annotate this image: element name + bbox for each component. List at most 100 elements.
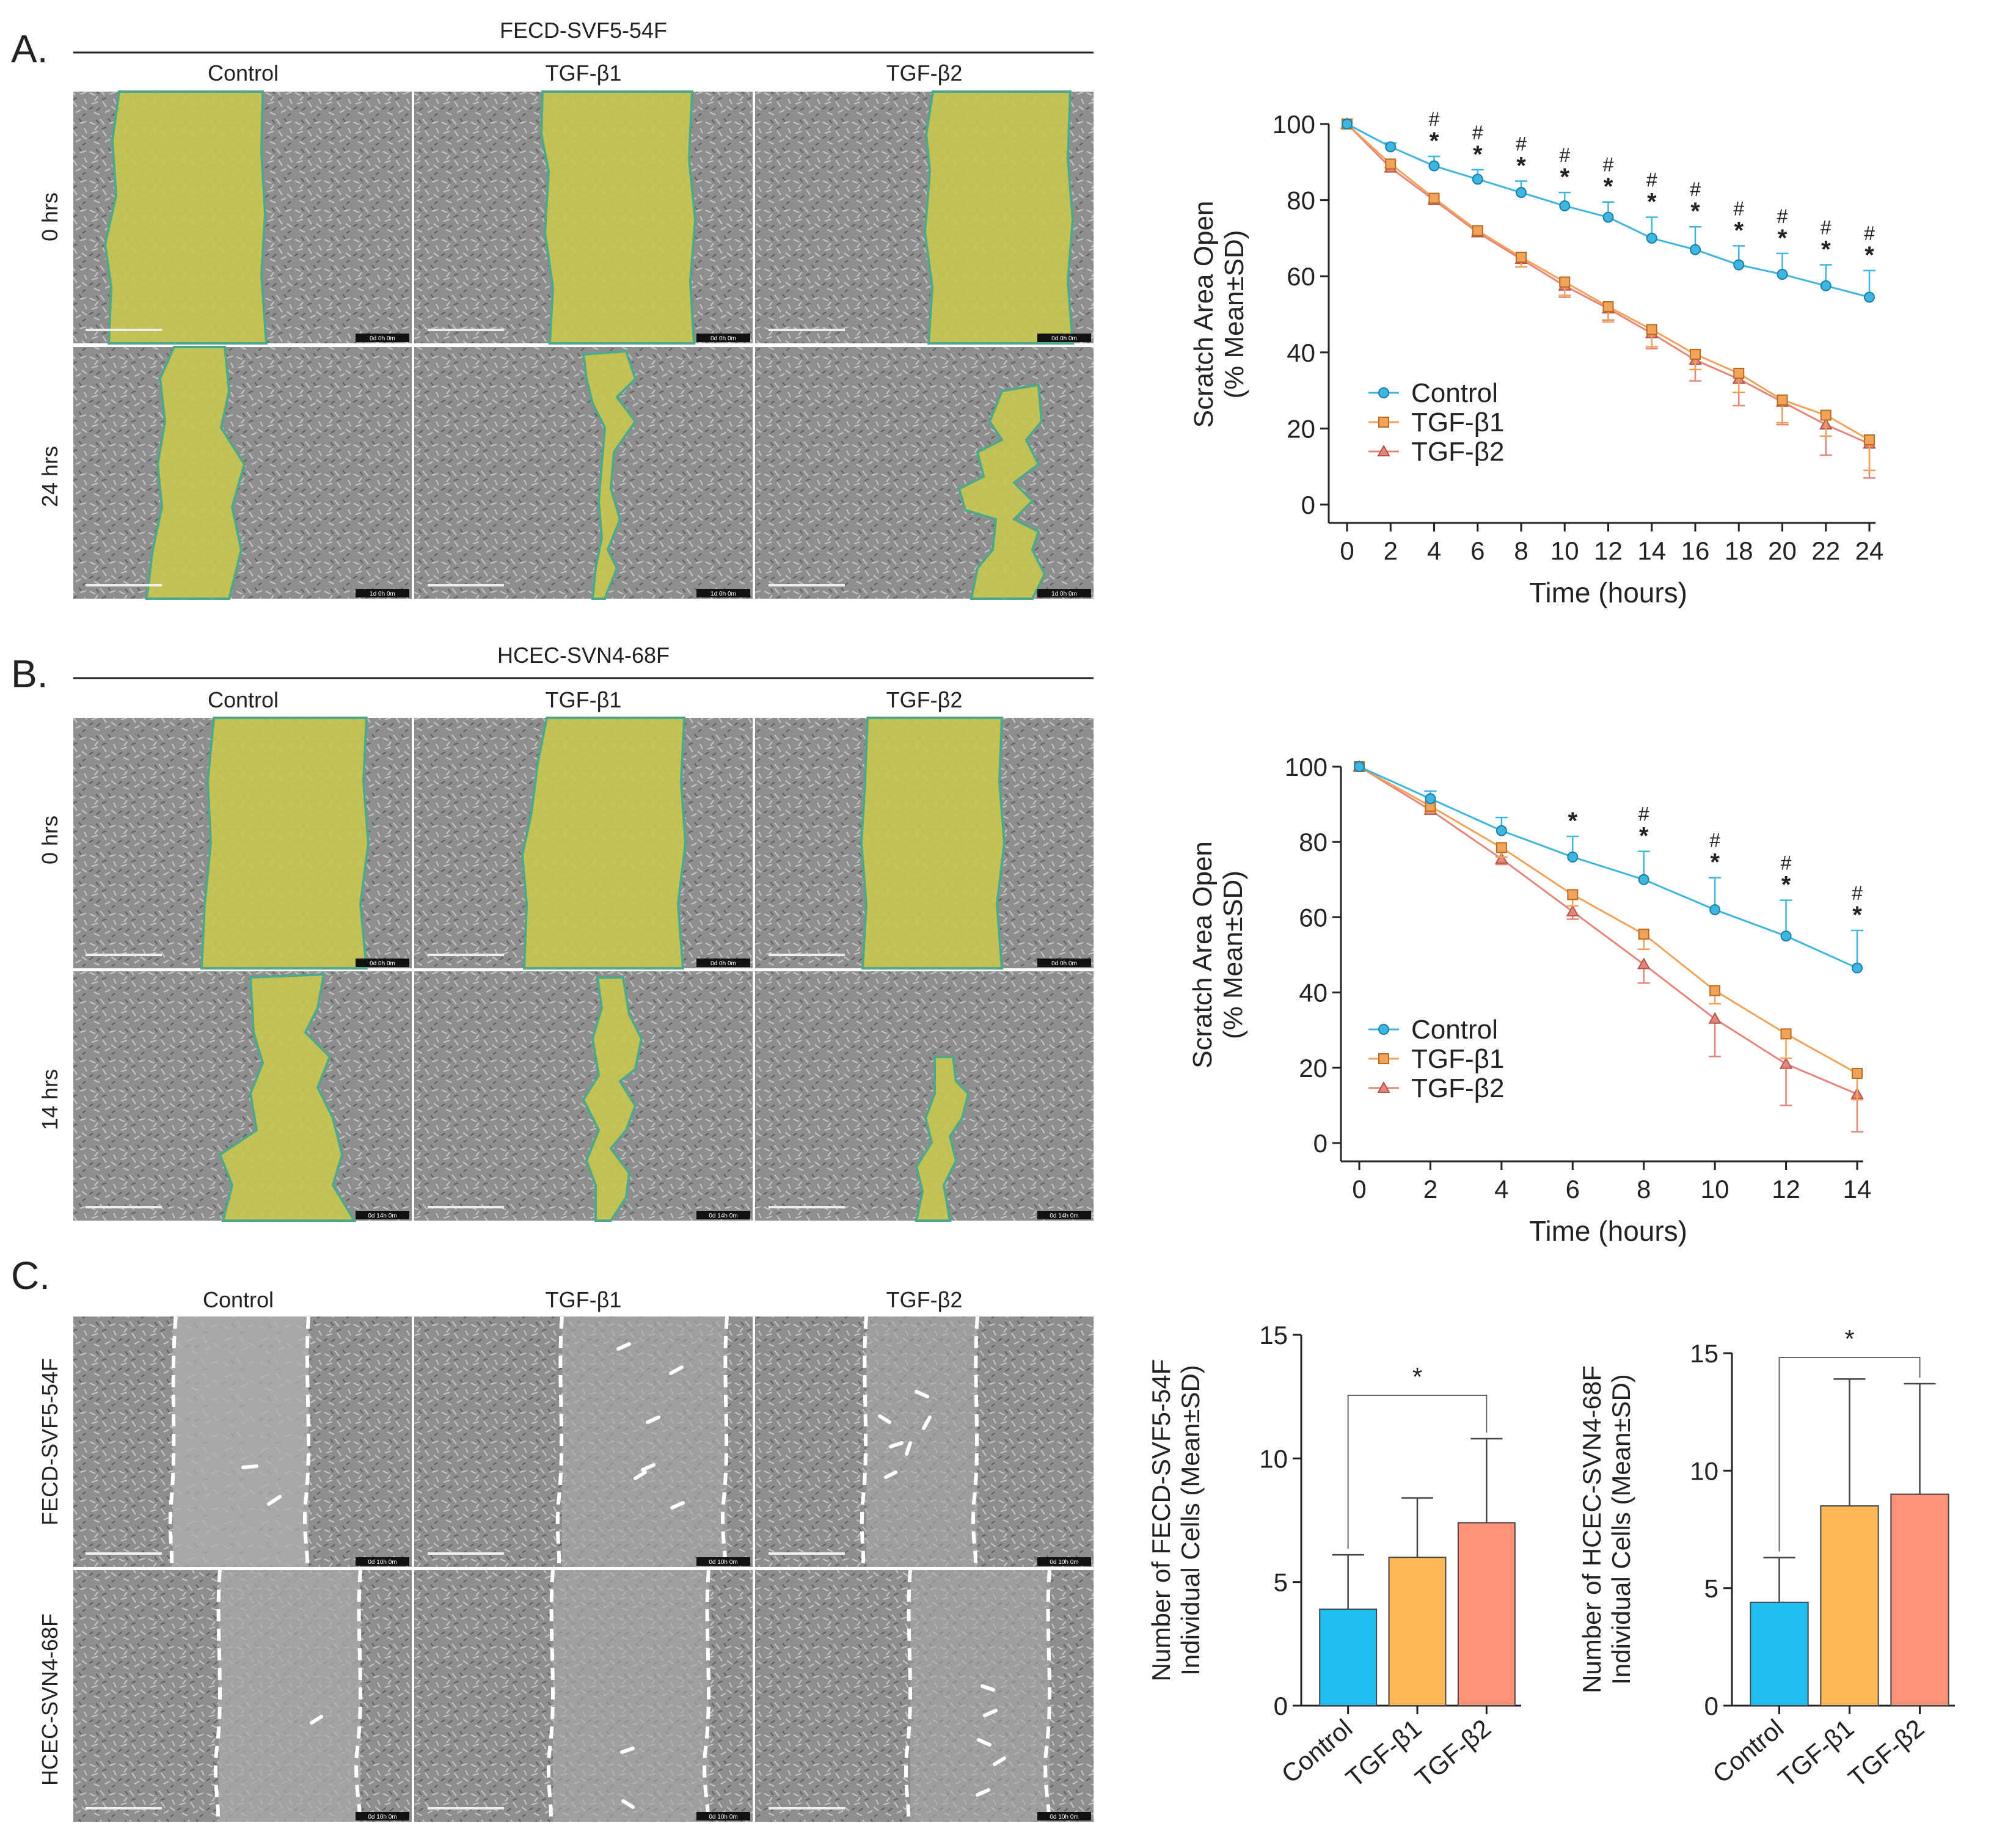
- panel-a-col-control: Control: [208, 60, 279, 86]
- data-point: [1428, 160, 1440, 172]
- series-Control: [1342, 119, 1875, 303]
- timestamp-box: [1037, 1557, 1091, 1566]
- data-point: [1559, 276, 1571, 288]
- gap-boundary-left: [555, 1316, 564, 1568]
- panel-b-col-control: Control: [208, 687, 279, 712]
- panel-b-col-tgfb1: TGF-β1: [546, 687, 622, 712]
- y-tick-label: 0: [1301, 491, 1315, 519]
- timestamp: 0d 0h 0m: [370, 960, 395, 967]
- x-tick-label: 4: [1494, 1175, 1508, 1203]
- gap-region-fill: [562, 1317, 727, 1567]
- panel-b-col-tgfb2: TGF-β2: [886, 687, 963, 712]
- data-point: [1472, 225, 1483, 236]
- significance-star: *: [1430, 128, 1439, 155]
- data-point: [1646, 232, 1657, 244]
- bar-TGF-β1: [1388, 1557, 1447, 1706]
- micrograph-b-tgfb1-0: 0d 0h 0m: [414, 717, 753, 970]
- x-tick-label: 2: [1423, 1175, 1437, 1203]
- bar-TGF-β1: [1820, 1505, 1879, 1707]
- scratch-area: [923, 90, 1075, 345]
- data-point: [1385, 141, 1397, 153]
- legend-label: TGF-β1: [1411, 1044, 1504, 1074]
- panel-b-cell-line: HCEC-SVN4-68F: [497, 643, 670, 668]
- legend-label: TGF-β1: [1411, 407, 1504, 437]
- micrograph-c-hcec-control: 0d 10h 0m: [73, 1569, 412, 1822]
- panel-a-col-tgfb2: TGF-β2: [886, 60, 963, 86]
- gap-boundary-left: [168, 1316, 178, 1568]
- micrograph-a-tgfb2-24: 1d 0h 0m: [755, 347, 1094, 600]
- x-tick-label: 8: [1637, 1175, 1651, 1203]
- data-point: [1708, 1012, 1722, 1024]
- cell-arrows: [241, 1464, 282, 1506]
- y-axis-label-line1: Number of FECD-SVF5-54F: [1147, 1359, 1175, 1681]
- panel-a-col-labels: Control TGF-β1 TGF-β2: [208, 60, 962, 86]
- x-tick-label: 20: [1768, 536, 1797, 565]
- series-line: [1359, 765, 1858, 1095]
- micrograph-c-fecd-control: 0d 10h 0m: [73, 1316, 412, 1568]
- significance-hash: #: [1821, 217, 1832, 239]
- significance-hash: #: [1638, 803, 1649, 825]
- panel-c: C. Control TGF-β1 TGF-β2 FECD-SVF5-54F H…: [11, 1254, 1094, 1822]
- gap-boundary-left: [904, 1569, 912, 1822]
- data-point: [1852, 962, 1863, 974]
- significance-bracket: [1347, 1395, 1488, 1549]
- cell-arrows: [310, 1715, 323, 1725]
- y-tick-label: 10: [1690, 1456, 1718, 1485]
- y-tick-label: 0: [1274, 1692, 1288, 1720]
- legend-marker: [1378, 417, 1389, 428]
- significance-star: *: [1516, 152, 1526, 179]
- x-tick-label: 22: [1811, 536, 1840, 565]
- significance-star: *: [1647, 189, 1657, 216]
- bar-TGF-β2: [1890, 1493, 1949, 1707]
- timestamp-box: [1037, 1211, 1091, 1219]
- data-point: [1496, 842, 1507, 853]
- bar-Control: [1319, 1609, 1378, 1706]
- significance-hash: #: [1603, 154, 1614, 176]
- panel-b-letter: B.: [11, 652, 48, 696]
- panel-a-cell-line: FECD-SVF5-54F: [500, 18, 667, 43]
- x-tick-label: 12: [1594, 536, 1623, 565]
- scratch-area: [957, 383, 1046, 600]
- series-line: [1359, 765, 1858, 969]
- significance-star: *: [1734, 217, 1744, 244]
- significance-hash: #: [1516, 133, 1527, 155]
- data-point: [1864, 434, 1875, 446]
- data-point: [1690, 348, 1701, 360]
- series-TGF-β2: [1353, 759, 1864, 1133]
- x-tick-label: TGF-β2: [1843, 1714, 1930, 1793]
- data-point: [1777, 394, 1788, 406]
- y-axis-label-line1: Scratch Area Open: [1189, 201, 1219, 428]
- x-tick-label: 2: [1384, 536, 1398, 565]
- gap-region-fill: [173, 1317, 309, 1567]
- micrograph-a-tgfb2-0: 0d 0h 0m: [755, 90, 1094, 345]
- panel-c-row-fecd: FECD-SVF5-54F: [37, 1358, 62, 1525]
- timestamp-box: [356, 1211, 409, 1219]
- data-point: [1602, 301, 1614, 313]
- micrograph-a-tgfb1-0: 0d 0h 0m: [414, 90, 753, 345]
- y-tick-label: 20: [1299, 1054, 1328, 1083]
- scratch-area: [582, 976, 643, 1222]
- data-point: [1342, 119, 1353, 130]
- y-tick-label: 15: [1259, 1321, 1288, 1349]
- data-point: [1820, 409, 1832, 421]
- scratch-area: [520, 717, 687, 970]
- data-point: [1602, 211, 1614, 223]
- panel-a: A. FECD-SVF5-54F Control TGF-β1 TGF-β2 0…: [11, 18, 1094, 600]
- bar-Control: [1750, 1601, 1809, 1706]
- timestamp: 0d 10h 0m: [709, 1814, 737, 1821]
- y-tick-label: 40: [1287, 338, 1315, 367]
- scratch-area: [582, 349, 637, 600]
- significance-hash: #: [1709, 830, 1720, 852]
- data-point: [1496, 825, 1507, 836]
- panel-c-col-tgfb2: TGF-β2: [886, 1287, 963, 1312]
- timestamp-box: [356, 589, 409, 597]
- x-tick-label: 0: [1352, 1175, 1366, 1203]
- gap-region-fill: [219, 1570, 360, 1822]
- panel-a-letter: A.: [11, 27, 48, 71]
- scratch-area: [860, 717, 1006, 970]
- legend-marker: [1377, 444, 1390, 456]
- x-tick-label: 0: [1340, 536, 1354, 565]
- timestamp: 0d 10h 0m: [368, 1814, 396, 1821]
